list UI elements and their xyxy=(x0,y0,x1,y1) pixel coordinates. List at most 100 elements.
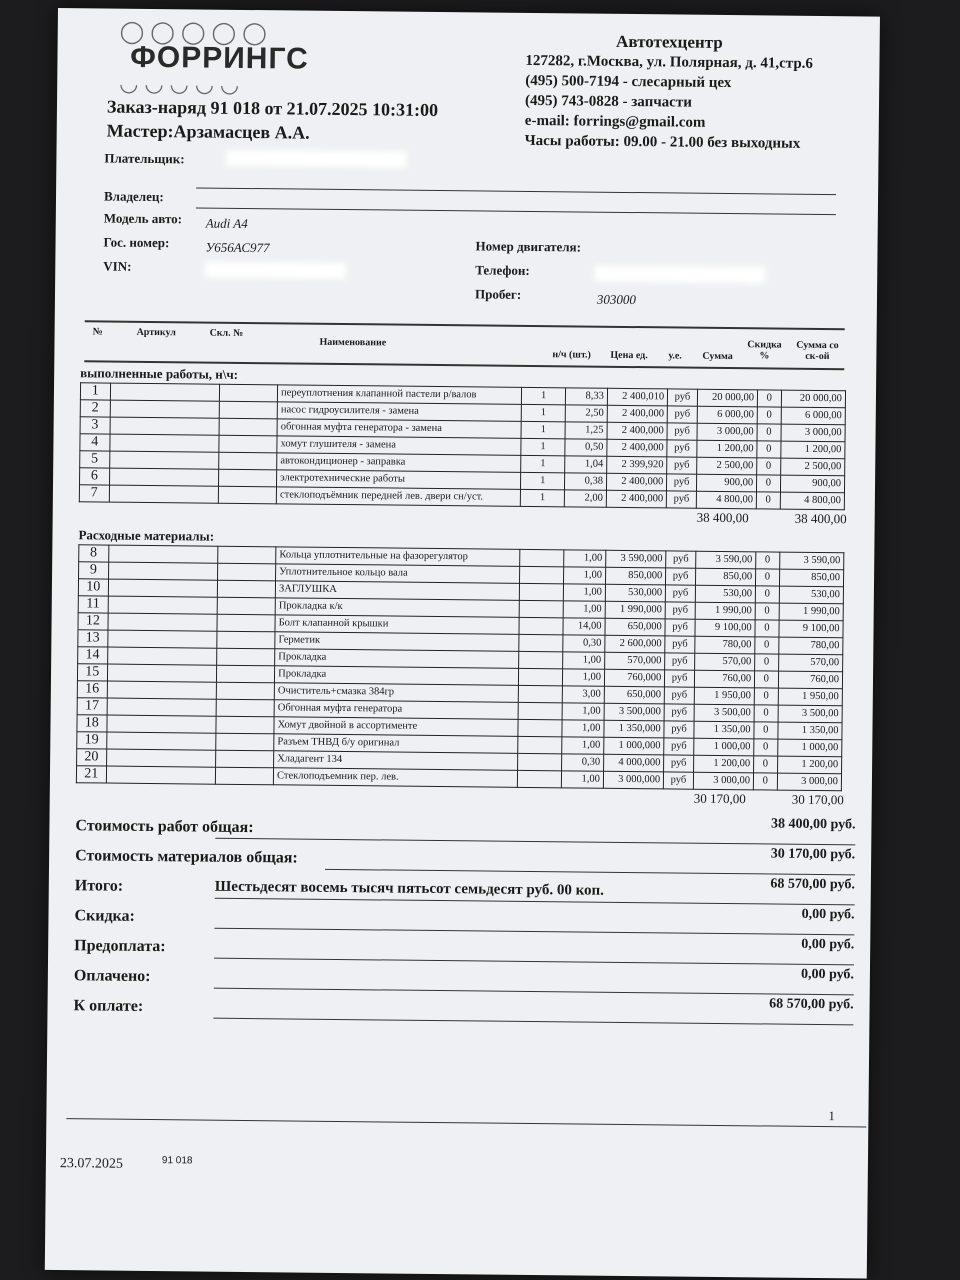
cell: 1,00 xyxy=(563,549,606,568)
summary-label: К оплате: xyxy=(73,997,144,1015)
cell: 2 400,000 xyxy=(606,439,668,457)
cell xyxy=(107,613,218,632)
cell: 1 950,00 xyxy=(777,688,843,706)
cell xyxy=(108,545,218,564)
cell: руб xyxy=(666,490,697,509)
cell: 1,00 xyxy=(562,702,605,721)
col-num: № xyxy=(92,326,103,338)
cell: Обгонная муфта генератора xyxy=(274,699,519,720)
cell xyxy=(217,546,276,564)
cell: 1 000,000 xyxy=(603,737,665,755)
cell: 8 xyxy=(78,544,109,563)
cell: 0,38 xyxy=(564,472,607,491)
cell: 2 400,010 xyxy=(607,388,668,406)
cell xyxy=(518,685,563,703)
cell: 1,25 xyxy=(565,421,608,440)
cell: 2 400,000 xyxy=(606,422,668,440)
cell xyxy=(218,435,278,453)
cell: 1 950,00 xyxy=(694,687,755,705)
redacted-phone xyxy=(595,265,766,284)
total-in-words: Шестьдесят восемь тысяч пятьсот семьдеся… xyxy=(214,878,605,899)
cell xyxy=(107,596,218,615)
cell: 1 000,00 xyxy=(777,739,842,757)
company-info: Автотехцентр 127282, г.Москва, ул. Поляр… xyxy=(525,31,814,154)
cell: 1 xyxy=(521,404,566,422)
cell: руб xyxy=(663,771,694,790)
cell: руб xyxy=(665,618,695,637)
mileage-value: 303000 xyxy=(596,291,637,308)
cell: 1 350,00 xyxy=(693,721,755,739)
cell xyxy=(218,486,277,504)
cell: 3 590,00 xyxy=(779,552,844,570)
cell: 1 200,00 xyxy=(693,755,754,773)
cell xyxy=(109,417,220,436)
cell xyxy=(518,719,563,737)
summary-value: 0,00 руб. xyxy=(801,936,855,953)
cell: Болт клапанной крышки xyxy=(275,614,520,635)
cell xyxy=(109,451,219,470)
cell: 0 xyxy=(756,491,781,510)
model-label: Модель авто: xyxy=(103,210,183,227)
cell: 760,000 xyxy=(604,669,665,687)
cell: 1,00 xyxy=(561,770,604,789)
cell: 0 xyxy=(757,423,781,442)
cell: 3 000,000 xyxy=(603,771,664,789)
cell: 2 600,000 xyxy=(604,635,666,653)
summary-value: 0,00 руб. xyxy=(801,906,855,923)
cell: 1 xyxy=(520,489,565,507)
cell xyxy=(108,562,218,581)
owner-label: Владелец: xyxy=(103,188,164,205)
cell: руб xyxy=(664,652,695,671)
cell: 0 xyxy=(756,474,781,493)
cell xyxy=(106,698,217,717)
cell: руб xyxy=(665,601,696,620)
cell: 570,000 xyxy=(604,652,665,670)
cell: 3 xyxy=(80,416,110,435)
cell: 0 xyxy=(753,738,778,757)
summary: Стоимость работ общая: 38 400,00 руб. Стои… xyxy=(73,807,856,1026)
cell: 0 xyxy=(754,687,778,706)
cell: 530,00 xyxy=(778,586,844,604)
cell: 0,50 xyxy=(564,438,607,457)
cell: руб xyxy=(664,720,694,739)
cell xyxy=(519,600,564,618)
cell: руб xyxy=(665,567,696,586)
redacted-payer xyxy=(226,149,407,168)
cell xyxy=(219,384,278,402)
cell xyxy=(110,383,220,402)
col-sum-discount: Сумма со ск-ой xyxy=(796,339,839,363)
summary-label: Предоплата: xyxy=(74,937,166,956)
cell: обгонная муфта генератора - замена xyxy=(277,418,522,439)
print-order-number: 91 018 xyxy=(161,1155,193,1167)
cell xyxy=(219,401,278,419)
cell xyxy=(517,753,562,771)
cell: 3 500,00 xyxy=(693,704,755,722)
cell: Хомут двойной в ассортименте xyxy=(274,716,519,737)
cell: 0 xyxy=(755,602,779,621)
plate-label: Гос. номер: xyxy=(103,234,170,251)
cell xyxy=(215,733,275,751)
cell: 0 xyxy=(757,389,782,408)
summary-label: Итого: xyxy=(74,877,124,895)
cell: 2 400,000 xyxy=(606,490,667,508)
cell: 850,00 xyxy=(779,569,844,587)
works-table: 1 переуплотнения клапанной пастели р/вало… xyxy=(79,382,846,510)
vin-label: VIN: xyxy=(103,258,132,274)
divider xyxy=(84,320,845,331)
col-article: Артикул xyxy=(136,326,176,339)
cell: 1 000,00 xyxy=(693,738,754,756)
model-value: Audi A4 xyxy=(205,215,248,231)
cell: 1,00 xyxy=(562,668,605,687)
cell xyxy=(518,651,563,669)
cell: руб xyxy=(667,422,698,441)
phone-label: Телефон: xyxy=(475,262,530,278)
cell: 3 590,00 xyxy=(695,551,756,569)
cell xyxy=(518,668,563,686)
redacted-vin xyxy=(205,261,346,280)
cell xyxy=(218,452,277,470)
cell: 5 xyxy=(79,450,110,469)
works-total-sum: 38 400,00 xyxy=(696,509,749,526)
cell: Очиститель+смазка 384гр xyxy=(274,682,519,703)
cell: 1 xyxy=(80,382,111,401)
cell: 1 xyxy=(521,438,566,456)
